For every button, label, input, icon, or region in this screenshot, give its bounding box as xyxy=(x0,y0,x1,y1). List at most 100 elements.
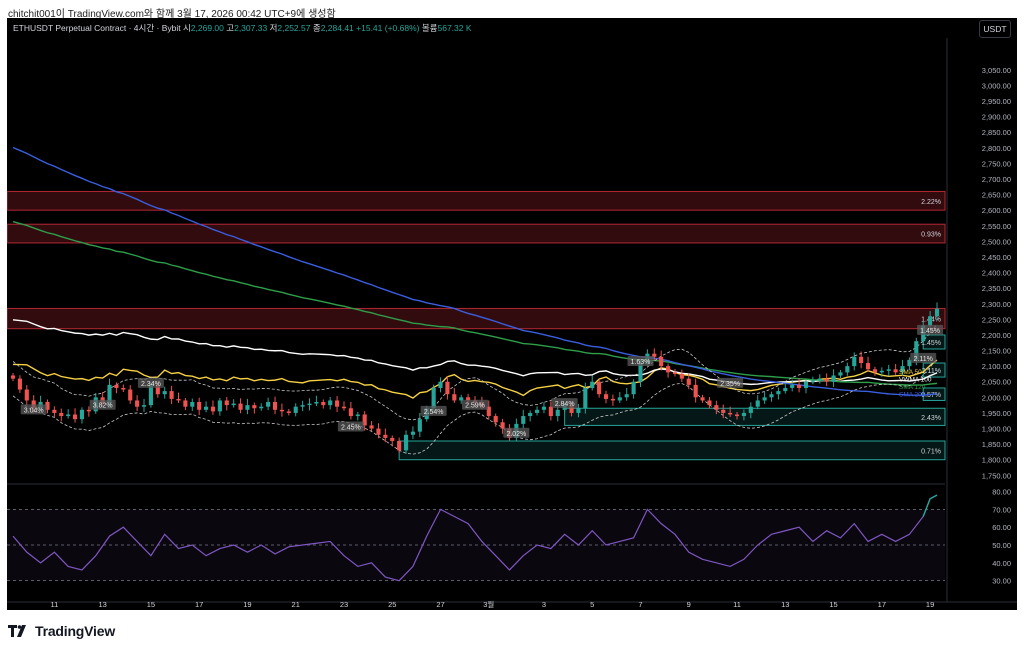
rsi-tick-5: 30.00 xyxy=(992,577,1011,586)
resistance-zone-2 xyxy=(7,307,946,330)
candle-body xyxy=(114,384,119,388)
candle-body xyxy=(204,406,209,410)
high-label: 고 xyxy=(226,23,235,33)
price-tick-16: 2,250.00 xyxy=(982,315,1011,324)
candle-body xyxy=(445,381,450,395)
candle-body xyxy=(555,409,560,417)
time-tick-2: 15 xyxy=(147,600,155,609)
candle-body xyxy=(500,422,505,429)
candle-body xyxy=(252,405,257,409)
band-upper xyxy=(12,324,938,421)
swing-label-box xyxy=(337,421,364,432)
rsi-overbought-segment xyxy=(922,494,938,517)
candle-body xyxy=(900,366,905,373)
candle-body xyxy=(86,409,91,412)
candle-body xyxy=(859,356,864,364)
overlay-line-3 xyxy=(12,146,938,396)
low-value: 2,252.57 xyxy=(277,23,311,33)
candle-body xyxy=(59,412,64,417)
swing-label-2: 2.34% xyxy=(141,381,161,388)
swing-label-box xyxy=(551,398,578,409)
candle-body xyxy=(521,416,526,424)
candle-body xyxy=(224,400,229,406)
candle-body xyxy=(376,428,381,435)
swing-label-box xyxy=(917,324,944,335)
zone-label-1: 0.93% xyxy=(921,232,941,239)
rsi-tick-1: 70.00 xyxy=(992,505,1011,514)
price-tick-20: 2,050.00 xyxy=(982,378,1011,387)
chart-frame[interactable]: 2.22%0.93%1.44%1.45%2.11%0.57%2.43%0.71%… xyxy=(7,18,1017,610)
price-tick-26: 1,750.00 xyxy=(982,471,1011,480)
candle-body xyxy=(466,397,471,401)
swing-label-3: 2.45% xyxy=(341,425,361,432)
candle-body xyxy=(583,387,588,409)
rsi-tick-4: 40.00 xyxy=(992,559,1011,568)
open-label: 시 xyxy=(182,23,191,33)
swing-label-box xyxy=(20,404,47,415)
time-tick-13: 9 xyxy=(687,600,691,609)
candle-body xyxy=(852,356,857,367)
high-value: 2,307.33 xyxy=(234,23,268,33)
zone-label-0: 2.22% xyxy=(921,199,941,206)
candle-body xyxy=(928,316,933,326)
candle-body xyxy=(817,378,822,381)
time-tick-6: 23 xyxy=(340,600,348,609)
band-lower xyxy=(12,358,938,455)
price-tick-9: 2,600.00 xyxy=(982,206,1011,215)
candle-body xyxy=(721,409,726,413)
time-tick-9: 3월 xyxy=(483,599,494,609)
candle-body xyxy=(72,414,78,420)
price-tick-5: 2,800.00 xyxy=(982,144,1011,153)
candle-body xyxy=(155,384,160,395)
currency-button[interactable]: USDT xyxy=(979,20,1011,38)
candle-body xyxy=(686,378,691,385)
swing-label-box xyxy=(89,399,116,410)
candle-body xyxy=(272,402,278,410)
candle-body xyxy=(576,408,581,413)
candle-body xyxy=(31,400,36,409)
candle-body xyxy=(176,398,181,401)
candle-body xyxy=(486,406,491,417)
candle-body xyxy=(907,359,912,367)
candle-body xyxy=(783,387,788,392)
candle-body xyxy=(279,409,284,412)
time-tick-7: 25 xyxy=(388,600,396,609)
symbol-header: ETHUSDT Perpetual Contract · 4시간 · Bybit… xyxy=(13,22,472,34)
candle-body xyxy=(107,384,112,404)
candle-body xyxy=(197,402,202,410)
candle-body xyxy=(810,380,815,382)
candle-body xyxy=(603,394,609,399)
price-tick-14: 2,350.00 xyxy=(982,284,1011,293)
candle-body xyxy=(210,406,216,412)
overlay-line-2 xyxy=(12,220,938,386)
price-tick-7: 2,700.00 xyxy=(982,175,1011,184)
candle-body xyxy=(803,381,809,388)
candle-body xyxy=(390,437,395,442)
swing-label-box xyxy=(420,405,447,416)
candle-body xyxy=(797,384,802,388)
candle-body xyxy=(169,391,174,399)
tradingview-logo[interactable]: TradingView xyxy=(8,622,115,640)
candle-body xyxy=(886,369,891,371)
price-tick-25: 1,800.00 xyxy=(982,456,1011,465)
swing-label-10: 1.45% xyxy=(920,328,940,335)
candle-body xyxy=(314,402,319,404)
candle-body xyxy=(934,308,940,317)
chart-background xyxy=(7,18,1017,610)
zone-label-3: 1.45% xyxy=(921,340,941,347)
candle-body xyxy=(893,369,898,373)
candle-body xyxy=(541,406,547,410)
swing-label-6: 2.02% xyxy=(506,431,526,438)
chart-canvas[interactable]: 2.22%0.93%1.44%1.45%2.11%0.57%2.43%0.71%… xyxy=(7,18,1017,610)
candle-body xyxy=(162,391,167,395)
time-tick-16: 15 xyxy=(829,600,837,609)
price-tick-17: 2,200.00 xyxy=(982,331,1011,340)
candle-body xyxy=(631,381,636,395)
price-tick-22: 1,950.00 xyxy=(982,409,1011,418)
price-tick-0: 3,050.00 xyxy=(982,66,1011,75)
candle-body xyxy=(790,384,795,388)
price-tick-19: 2,100.00 xyxy=(982,362,1011,371)
candle-body xyxy=(266,402,271,407)
tradingview-logo-text: TradingView xyxy=(35,623,116,639)
candle-body xyxy=(624,394,629,398)
